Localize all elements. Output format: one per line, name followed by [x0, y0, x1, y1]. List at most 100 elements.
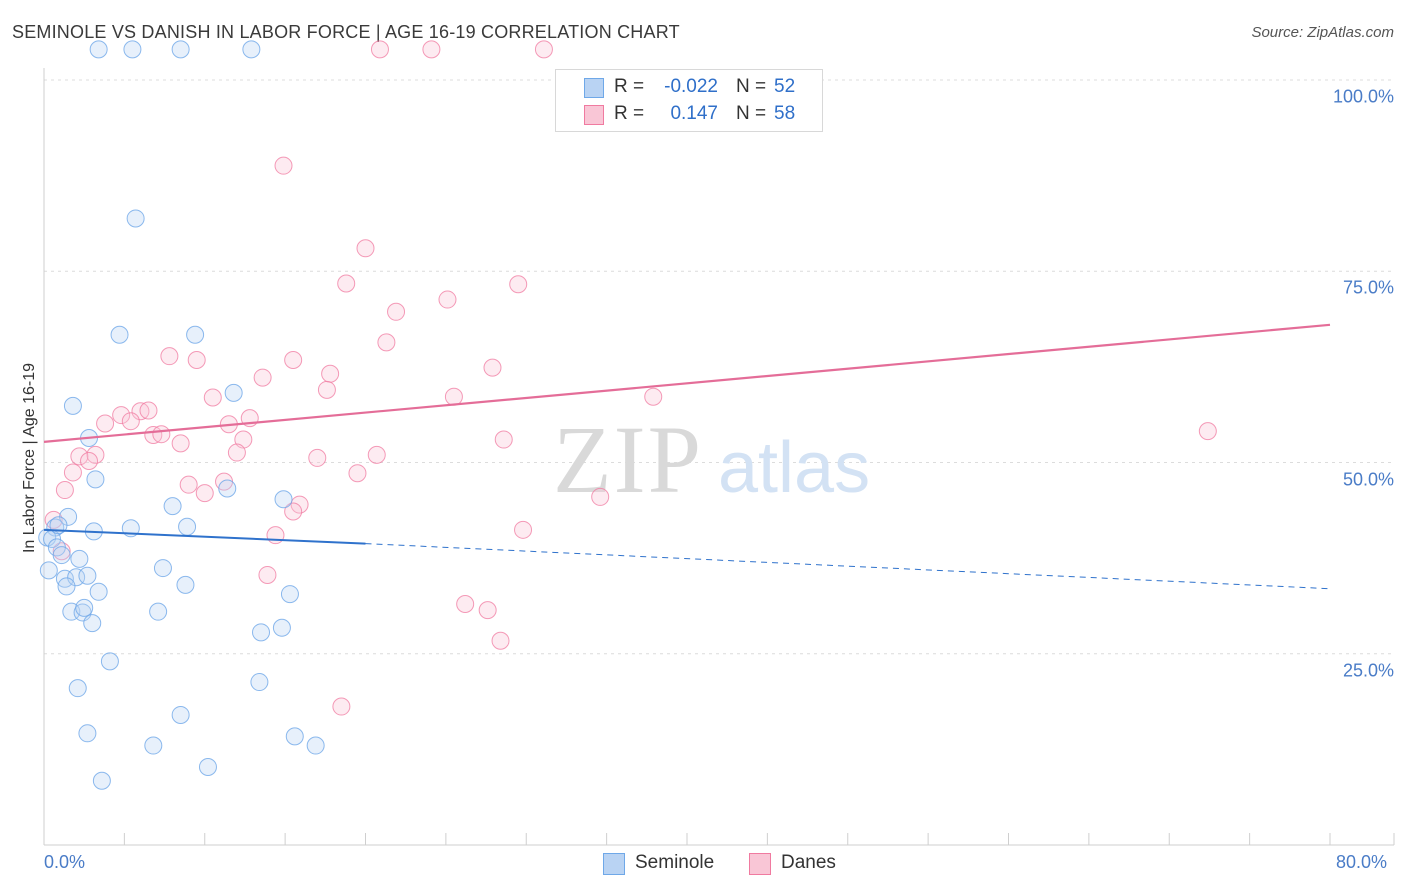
- danes-point: [44, 510, 63, 529]
- danes-point: [478, 601, 497, 620]
- danes-point: [266, 526, 285, 545]
- danes-point: [509, 275, 528, 294]
- seminole-point: [126, 209, 145, 228]
- seminole-point: [186, 325, 205, 344]
- seminole-point: [250, 673, 269, 692]
- danes-point: [290, 495, 309, 514]
- y-tick-label: 75.0%: [1342, 277, 1394, 298]
- correlation-legend: R = -0.022 N = 52 R = 0.147 N = 58: [555, 69, 823, 132]
- seminole-point: [272, 618, 291, 637]
- seminole-point: [83, 614, 102, 633]
- danes-point: [494, 430, 513, 449]
- source-label: Source: ZipAtlas.com: [1251, 24, 1394, 41]
- seminole-point: [306, 736, 325, 755]
- legend-label-seminole: Seminole: [635, 852, 715, 873]
- danes-point: [187, 350, 206, 369]
- danes-point: [367, 445, 386, 464]
- danes-point: [63, 463, 82, 482]
- seminole-point: [110, 325, 129, 344]
- danes-point: [274, 156, 293, 175]
- danes-point: [203, 388, 222, 407]
- legend-label-danes: Danes: [781, 852, 836, 873]
- seminole-point: [218, 479, 237, 498]
- y-axis-label: In Labor Force | Age 16-19: [21, 362, 38, 554]
- seminole-point: [285, 727, 304, 746]
- seminole-point: [78, 566, 97, 585]
- seminole-point: [89, 40, 108, 59]
- legend-r-label: R =: [614, 76, 645, 97]
- seminole-point: [89, 582, 108, 601]
- danes-point: [112, 406, 131, 425]
- danes-point: [456, 595, 475, 614]
- seminole-point: [224, 383, 243, 402]
- danes-trend-line: [43, 323, 1331, 443]
- legend-r-value: 0.147: [670, 103, 718, 124]
- danes-point: [644, 387, 663, 406]
- danes-point: [195, 484, 214, 503]
- y-tick-label: 100.0%: [1332, 86, 1394, 107]
- danes-point: [171, 434, 190, 453]
- seminole-point: [100, 652, 119, 671]
- danes-point: [1198, 422, 1217, 441]
- axes: [43, 68, 1395, 846]
- seminole-point: [68, 679, 87, 698]
- watermark-atlas: atlas: [718, 428, 870, 508]
- danes-point: [591, 487, 610, 506]
- legend-r-value: -0.022: [664, 76, 718, 97]
- seminole-point: [280, 585, 299, 604]
- danes-points: [44, 40, 1217, 716]
- danes-point: [139, 401, 158, 420]
- danes-point: [438, 290, 457, 309]
- danes-point: [321, 364, 340, 383]
- danes-point: [96, 414, 115, 433]
- seminole-point: [86, 470, 105, 489]
- seminole-point: [63, 396, 82, 415]
- seminole-point: [178, 517, 197, 536]
- danes-point: [70, 447, 89, 466]
- legend-n-label: N =: [736, 103, 767, 124]
- danes-point: [337, 274, 356, 293]
- seminole-trend-line: [43, 528, 366, 545]
- danes-point: [160, 347, 179, 366]
- legend-swatch-danes: [749, 853, 771, 875]
- seminole-point: [55, 569, 74, 588]
- danes-point: [258, 565, 277, 584]
- danes-point: [179, 475, 198, 494]
- seminole-trend-extension: [365, 543, 1331, 590]
- seminole-point: [57, 577, 76, 596]
- chart-title: SEMINOLE VS DANISH IN LABOR FORCE | AGE …: [12, 22, 680, 42]
- trend-lines: [43, 323, 1331, 590]
- legend-swatch-seminole: [584, 78, 604, 98]
- y-tick-label: 50.0%: [1342, 469, 1394, 489]
- danes-point: [55, 481, 74, 500]
- legend-swatch-danes: [584, 105, 604, 125]
- danes-point: [284, 502, 303, 521]
- danes-point: [387, 302, 406, 321]
- danes-point: [80, 451, 99, 470]
- seminole-point: [67, 568, 86, 587]
- danes-point: [284, 350, 303, 369]
- seminole-point: [153, 559, 172, 578]
- danes-point: [121, 412, 140, 431]
- legend-row-danes: R = 0.147 N = 58: [556, 101, 822, 127]
- gridlines: [44, 79, 1394, 655]
- danes-point: [491, 631, 510, 650]
- seminole-point: [242, 40, 261, 59]
- seminole-points: [38, 40, 325, 790]
- legend-n-value: 52: [774, 76, 796, 97]
- legend-n-label: N =: [736, 76, 767, 97]
- danes-point: [332, 697, 351, 716]
- seminole-point: [75, 598, 94, 617]
- danes-point: [227, 443, 246, 462]
- seminole-point: [176, 575, 195, 594]
- danes-point: [253, 368, 272, 387]
- x-tick-label-left: 0.0%: [44, 852, 86, 872]
- legend-swatch-seminole: [603, 853, 625, 875]
- legend-r-label: R =: [614, 103, 645, 124]
- danes-point: [534, 40, 553, 59]
- seminole-point: [149, 602, 168, 621]
- legend-n-value: 58: [774, 103, 796, 124]
- danes-point: [370, 40, 389, 59]
- y-tick-label: 25.0%: [1342, 660, 1394, 681]
